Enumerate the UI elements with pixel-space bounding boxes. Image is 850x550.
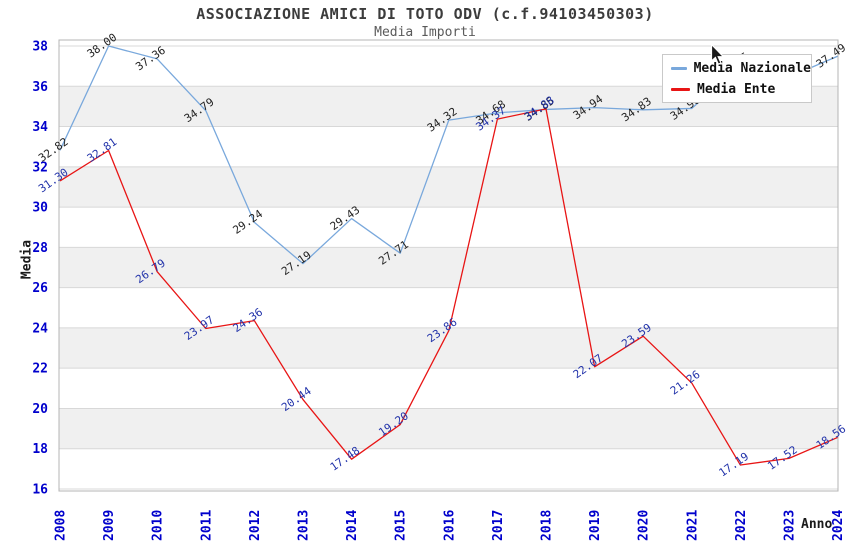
- media-nazionale-point-label: 29.43: [328, 203, 363, 233]
- media-ente-point-label: 32.81: [85, 135, 120, 165]
- x-tick-label: 2022: [734, 510, 749, 541]
- x-tick-label: 2021: [685, 510, 700, 541]
- media-nazionale-point-label: 32.82: [36, 135, 71, 165]
- x-tick-label: 2008: [54, 510, 69, 541]
- x-tick-label: 2015: [394, 510, 409, 541]
- y-tick-label: 16: [32, 483, 48, 498]
- x-tick-label: 2024: [831, 510, 846, 541]
- media-nazionale-point-label: 29.24: [231, 207, 266, 237]
- y-axis-title: Media: [19, 239, 35, 280]
- y-tick-label: 26: [32, 281, 48, 296]
- x-tick-label: 2020: [637, 510, 652, 541]
- y-tick-label: 32: [32, 160, 48, 175]
- y-tick-label: 36: [32, 80, 48, 95]
- y-tick-label: 30: [32, 201, 48, 216]
- y-tick-label: 28: [32, 241, 48, 256]
- x-tick-label: 2018: [540, 510, 555, 541]
- y-tick-label: 34: [32, 120, 48, 135]
- legend-label-media-nazionale: Media Nazionale: [693, 60, 811, 76]
- media-nazionale-line-marker-icon: [671, 66, 687, 70]
- media-nazionale-point-label: 37.36: [133, 44, 168, 74]
- x-tick-label: 2016: [442, 510, 457, 541]
- y-tick-label: 20: [32, 402, 48, 417]
- background-band: [59, 166, 838, 208]
- x-tick-label: 2011: [199, 510, 214, 541]
- chart-subtitle: Media Importi: [374, 25, 476, 40]
- mouse-cursor-icon: [710, 44, 725, 65]
- x-tick-label: 2012: [248, 510, 263, 541]
- chart-title: ASSOCIAZIONE AMICI DI TOTO ODV (c.f.9410…: [196, 5, 654, 23]
- y-tick-label: 24: [32, 321, 48, 336]
- legend: Media Nazionale Media Ente: [662, 54, 812, 103]
- x-axis-title: Anno: [801, 517, 833, 532]
- plot-border: [58, 39, 839, 492]
- legend-item-media-ente: Media Ente: [671, 82, 811, 97]
- y-tick-label: 18: [32, 442, 48, 457]
- x-tick-label: 2009: [102, 510, 117, 541]
- x-tick-label: 2013: [297, 510, 312, 541]
- background-band: [59, 327, 838, 369]
- media-ente-line-marker-icon: [671, 87, 690, 91]
- y-tick-label: 38: [32, 40, 48, 55]
- background-band: [59, 247, 838, 288]
- x-tick-label: 2019: [588, 510, 603, 541]
- x-tick-label: 2017: [491, 510, 506, 541]
- y-tick-label: 22: [32, 362, 48, 377]
- legend-label-media-ente: Media Ente: [697, 81, 776, 97]
- x-tick-label: 2010: [151, 510, 166, 541]
- background-band: [59, 408, 838, 449]
- x-tick-label: 2014: [345, 510, 360, 541]
- legend-item-media-nazionale: Media Nazionale: [671, 61, 811, 76]
- media-ente-line: [59, 108, 838, 466]
- x-tick-label: 2023: [783, 510, 798, 541]
